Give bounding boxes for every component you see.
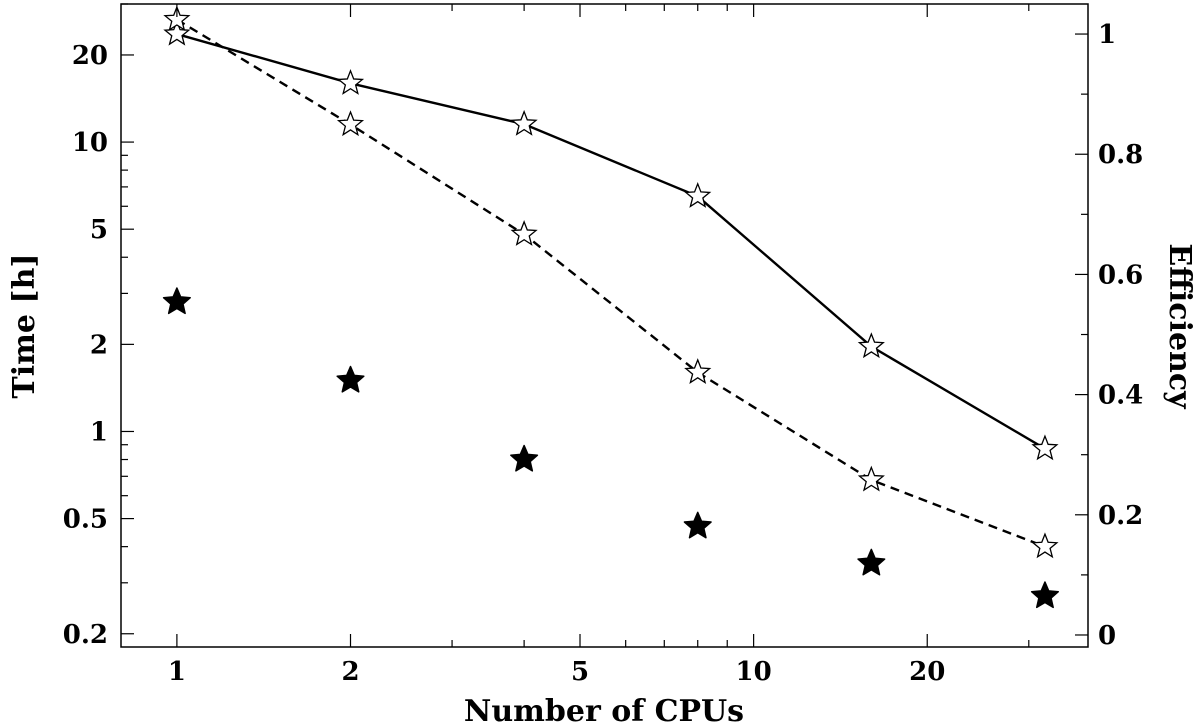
series-0-point <box>510 109 538 136</box>
y-tick-label: 5 <box>90 215 108 245</box>
series-0-line <box>176 32 1046 450</box>
x-tick-label: 5 <box>571 657 589 687</box>
y2-tick-label: 0.6 <box>1098 260 1143 290</box>
series-1-point <box>510 220 538 246</box>
series-0-point <box>1031 434 1059 461</box>
series-1-point <box>857 465 885 492</box>
y-right-ticks: 0 0.2 0.4 0.6 0.8 1 <box>1075 20 1143 651</box>
y2-tick-label: 0.2 <box>1098 501 1143 531</box>
series-2-point <box>857 548 886 576</box>
y-axis-title: Time [h] <box>7 253 42 398</box>
x-ticks: 1 2 5 10 20 <box>168 4 1030 687</box>
series-0-point <box>163 19 191 46</box>
y-tick-label: 0.2 <box>63 620 108 650</box>
series-0-point <box>857 332 885 359</box>
series-2-point <box>162 287 191 315</box>
series-2-point <box>510 444 539 472</box>
y2-tick-label: 0.4 <box>1098 381 1143 411</box>
y-tick-label: 2 <box>90 330 108 360</box>
x-tick-label: 10 <box>736 657 772 687</box>
y2-tick-label: 0 <box>1098 621 1116 651</box>
series-0-point <box>684 182 712 208</box>
y2-tick-label: 1 <box>1098 20 1116 50</box>
series-1-line <box>176 18 1046 548</box>
series-1-point <box>336 110 365 137</box>
x-axis-title: Number of CPUs <box>464 694 744 725</box>
series-2-point <box>336 365 365 393</box>
y2-tick-label: 0.8 <box>1098 140 1143 170</box>
series-1-point <box>684 358 712 384</box>
plot-frame <box>120 3 1089 648</box>
y-tick-label: 1 <box>90 417 108 447</box>
y-tick-label: 0.5 <box>63 505 108 535</box>
y-left-ticks: 0.2 0.5 1 2 5 10 20 <box>63 3 134 650</box>
y2-axis-title: Efficiency <box>1162 243 1197 410</box>
x-tick-label: 20 <box>909 657 945 687</box>
x-tick-label: 2 <box>341 657 359 687</box>
series-2-point <box>683 511 712 539</box>
x-tick-label: 1 <box>168 657 186 687</box>
series-0-point <box>336 69 365 95</box>
series-2-point <box>1030 581 1060 609</box>
series-1-point <box>163 5 191 32</box>
y-tick-label: 20 <box>72 41 108 71</box>
y-tick-label: 10 <box>72 128 108 158</box>
series-1-point <box>1031 532 1059 559</box>
series-layer <box>162 5 1060 609</box>
